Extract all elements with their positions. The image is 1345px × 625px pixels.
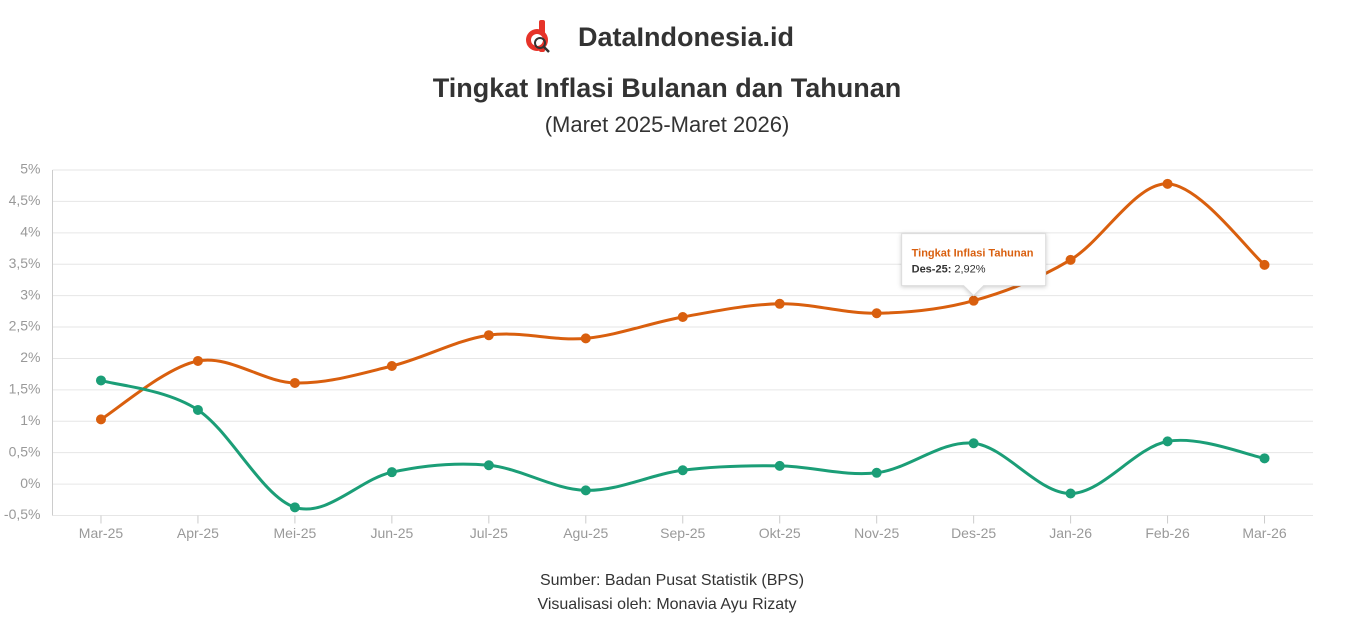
tooltip: Tingkat Inflasi Tahunan Des-25: 2,92% [901,233,1047,297]
x-tick-label: Feb-26 [1145,525,1190,541]
data-point [483,460,494,471]
data-point [95,414,106,425]
data-point [1162,436,1173,447]
x-tick-label: Jul-25 [470,525,508,541]
data-point [580,333,591,344]
x-tick-label: Okt-25 [759,525,801,541]
data-point [386,467,397,478]
logo-icon [526,20,550,53]
series-line [100,379,1265,511]
credit: Visualisasi oleh: Monavia Ayu Rizaty [537,596,796,613]
brand: DataIndonesia.id [578,22,794,52]
data-point [774,460,785,471]
data-point [774,298,785,309]
data-point [1259,259,1270,270]
data-point [1065,254,1076,265]
x-tick-label: Mar-25 [79,525,124,541]
series-line [100,182,1266,421]
x-tick-label: Apr-25 [177,525,219,541]
y-tick-label: 3,5% [9,255,41,271]
data-point [580,485,591,496]
x-tick-label: Mar-26 [1242,525,1287,541]
data-point [192,355,203,366]
data-point [1065,488,1076,499]
data-point [968,295,979,306]
data-point [871,467,882,478]
y-tick-label: 1% [20,412,40,428]
y-tick-label: 4,5% [9,192,41,208]
y-tick-label: 3% [20,286,40,302]
source: Sumber: Badan Pusat Statistik (BPS) [540,572,804,589]
x-tick-label: Des-25 [951,525,996,541]
data-point [483,330,494,341]
y-tick-label: 5% [20,161,40,177]
x-tick-label: Mei-25 [274,525,317,541]
data-point [289,502,300,513]
chart-subtitle: (Maret 2025-Maret 2026) [545,112,790,137]
x-tick-label: Jun-25 [370,525,413,541]
y-tick-label: 2% [20,349,40,365]
data-point [192,404,203,415]
x-tick-label: Nov-25 [854,525,899,541]
tooltip-series: Tingkat Inflasi Tahunan [912,248,1034,260]
x-tick-label: Agu-25 [563,525,608,541]
data-point [95,375,106,386]
data-point [386,360,397,371]
tooltip-value: 2,92% [954,264,985,276]
data-point [1259,453,1270,464]
tooltip-box [901,233,1047,297]
y-tick-label: 1,5% [9,381,41,397]
data-point [968,438,979,449]
x-tick-label: Jan-26 [1049,525,1092,541]
y-tick-label: 4% [20,224,40,240]
data-point [289,377,300,388]
chart-title: Tingkat Inflasi Bulanan dan Tahunan [433,73,902,103]
y-tick-label: 0% [20,475,40,491]
tooltip-label: Des-25: [912,264,952,276]
data-point [677,465,688,476]
y-tick-label: 0,5% [9,443,41,459]
data-point [1162,178,1173,189]
x-tick-label: Sep-25 [660,525,705,541]
y-tick-label: 2,5% [9,318,41,334]
y-tick-label: -0,5% [4,506,41,522]
data-point [871,308,882,319]
data-point [677,311,688,322]
